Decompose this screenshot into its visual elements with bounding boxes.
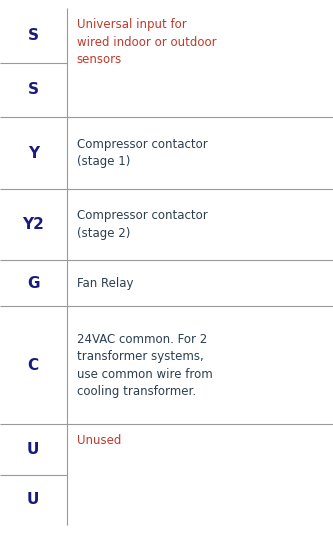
Text: Fan Relay: Fan Relay <box>77 277 133 290</box>
Text: S: S <box>28 83 39 98</box>
Text: U: U <box>27 442 40 457</box>
Text: Universal input for
wired indoor or outdoor
sensors: Universal input for wired indoor or outd… <box>77 18 216 66</box>
Text: Y: Y <box>28 146 39 160</box>
Text: C: C <box>28 358 39 373</box>
Text: Y2: Y2 <box>22 217 44 232</box>
Text: G: G <box>27 276 40 291</box>
Text: U: U <box>27 492 40 507</box>
Text: Compressor contactor
(stage 1): Compressor contactor (stage 1) <box>77 138 207 168</box>
Text: Compressor contactor
(stage 2): Compressor contactor (stage 2) <box>77 209 207 240</box>
Text: Unused: Unused <box>77 434 121 447</box>
Text: 24VAC common. For 2
transformer systems,
use common wire from
cooling transforme: 24VAC common. For 2 transformer systems,… <box>77 333 212 398</box>
Text: S: S <box>28 28 39 43</box>
